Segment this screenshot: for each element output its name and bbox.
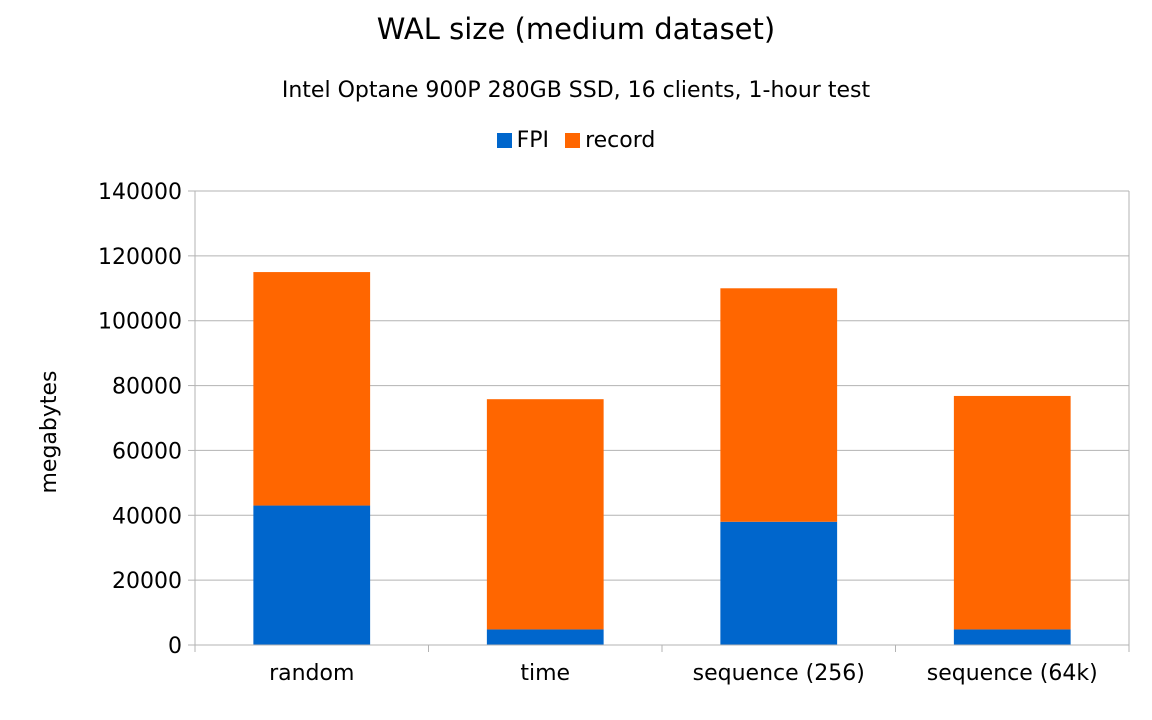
legend-swatch-record — [565, 133, 581, 148]
x-tick-label: sequence (256) — [693, 661, 865, 686]
y-tick-label: 60000 — [112, 439, 182, 464]
bar-fpi-0 — [253, 505, 371, 645]
y-axis-label: megabytes — [37, 370, 62, 493]
y-tick-label: 100000 — [98, 310, 182, 335]
legend-item-record: record — [565, 128, 655, 153]
legend-label-fpi: FPI — [516, 128, 550, 153]
bar-record-2 — [720, 288, 838, 522]
x-tick-label: time — [520, 661, 570, 686]
bar-fpi-3 — [953, 629, 1071, 645]
y-tick-label: 40000 — [112, 504, 182, 529]
bar-record-3 — [953, 395, 1071, 630]
legend-swatch-fpi — [496, 133, 512, 148]
y-tick-label: 80000 — [112, 375, 182, 400]
x-tick-label: sequence (64k) — [927, 661, 1098, 686]
x-tick-label: random — [269, 661, 354, 686]
legend-item-fpi: FPI — [496, 128, 550, 153]
y-tick-label: 20000 — [112, 569, 182, 594]
bar-layer — [253, 272, 1071, 645]
legend: FPI record — [0, 128, 1152, 153]
y-tick-label: 120000 — [98, 245, 182, 270]
y-tick-label: 140000 — [98, 180, 182, 205]
chart-subtitle: Intel Optane 900P 280GB SSD, 16 clients,… — [281, 78, 871, 103]
y-tick-label: 0 — [168, 634, 182, 659]
legend-label-record: record — [585, 128, 656, 153]
bar-record-1 — [486, 399, 604, 630]
bar-fpi-2 — [720, 521, 838, 645]
axis-layer: 0 20000 40000 60000 80000 100000 120000 140000 r… — [98, 180, 1130, 686]
bar-fpi-1 — [486, 629, 604, 645]
bar-record-0 — [253, 272, 371, 506]
chart-title: WAL size (medium dataset) — [376, 12, 776, 46]
